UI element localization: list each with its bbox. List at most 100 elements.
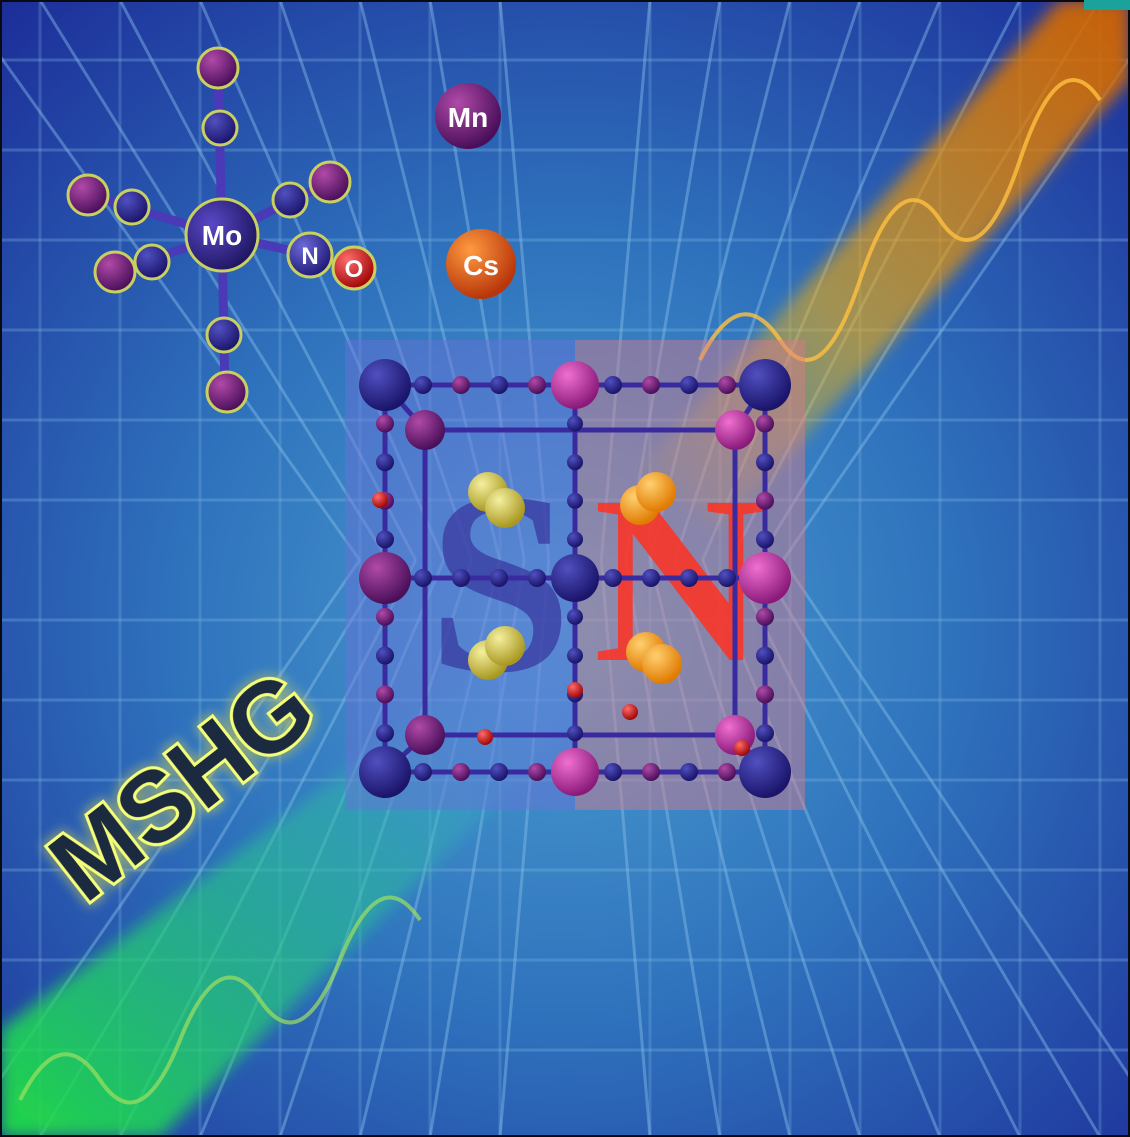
- grid-line: [278, 0, 474, 561]
- grid-line: [118, 0, 418, 561]
- green-light-beam: [0, 640, 600, 1137]
- lattice-atom: [567, 454, 583, 471]
- lattice-atom: [376, 685, 394, 704]
- lattice-atom: [718, 763, 736, 781]
- lattice-atom: [567, 682, 583, 698]
- lattice-atom: [642, 569, 660, 587]
- lattice-atom: [715, 410, 755, 450]
- o-atom: [331, 245, 377, 291]
- lattice-atom: [734, 740, 750, 756]
- corner-tab: [1084, 0, 1130, 10]
- grid-line: [38, 0, 390, 561]
- grid-line: [757, 559, 1102, 1137]
- n-atom: [286, 231, 334, 279]
- lattice-atom: [636, 472, 676, 512]
- lattice-atom: [680, 376, 698, 394]
- lattice-atom: [642, 763, 660, 781]
- lattice-atom: [490, 763, 508, 781]
- cs-label: Cs: [463, 250, 499, 281]
- lattice-atom: [414, 376, 432, 394]
- lattice-atom: [567, 492, 583, 509]
- mo-complex-molecule: Mo N O: [66, 46, 377, 414]
- lattice-atom: [622, 704, 638, 720]
- grid-line: [498, 0, 551, 561]
- lattice-atom: [551, 361, 599, 409]
- lattice-atom: [485, 488, 525, 528]
- grid-line: [701, 559, 942, 1137]
- grid-line: [599, 559, 652, 1137]
- lattice-atom: [680, 569, 698, 587]
- lattice-atom: [756, 453, 774, 472]
- lattice-atom: [567, 531, 583, 548]
- lattice-atom: [376, 724, 394, 743]
- lattice-atom: [642, 376, 660, 394]
- grid-line: [782, 559, 1130, 1081]
- lattice-atom: [376, 453, 394, 472]
- lattice-atom: [642, 644, 682, 684]
- mo-atom: [184, 197, 260, 273]
- lattice-atom: [405, 715, 445, 755]
- lattice-atom: [376, 607, 394, 626]
- green-wave: [18, 895, 422, 1105]
- lattice-atom: [756, 491, 774, 510]
- lattice-atom: [756, 685, 774, 704]
- lattice-atom: [372, 492, 388, 508]
- lattice-atom: [756, 607, 774, 626]
- mn-label: Mn: [448, 102, 488, 133]
- lattice-atom: [567, 608, 583, 625]
- grid-line: [624, 0, 722, 561]
- lattice-atom: [359, 746, 411, 798]
- orange-wave: [698, 78, 1102, 362]
- lattice-atom: [718, 569, 736, 587]
- lattice-atom: [551, 748, 599, 796]
- lattice-atom: [567, 647, 583, 664]
- lattice-atom: [604, 569, 622, 587]
- lattice-atom: [452, 569, 470, 587]
- lattice-atom: [604, 376, 622, 394]
- lattice-atom: [739, 746, 791, 798]
- lattice-atom: [359, 359, 411, 411]
- grid-line: [0, 53, 361, 561]
- lattice-atom: [528, 569, 546, 587]
- lattice-atom: [452, 376, 470, 394]
- lattice-atom: [452, 763, 470, 781]
- lattice-atom: [414, 569, 432, 587]
- lattice-atom: [567, 725, 583, 742]
- lattice-atom: [359, 552, 411, 604]
- grid-line: [198, 0, 446, 561]
- lattice-atom: [718, 376, 736, 394]
- lattice-atom: [551, 554, 599, 602]
- lattice-atom: [739, 359, 791, 411]
- lattice-atom: [490, 569, 508, 587]
- grid-line: [673, 559, 862, 1137]
- grid-line: [729, 559, 1022, 1137]
- lattice-atom: [756, 646, 774, 665]
- lattice-atom: [376, 646, 394, 665]
- lattice-atom: [528, 763, 546, 781]
- mo-label: Mo: [202, 220, 242, 251]
- lattice-atom: [604, 763, 622, 781]
- mn-legend-atom: Mn: [435, 83, 501, 149]
- lattice-atom: [567, 415, 583, 432]
- lattice-atom: [490, 376, 508, 394]
- lattice-atom: [485, 626, 525, 666]
- n-label: N: [301, 243, 318, 270]
- lattice-atom: [680, 763, 698, 781]
- crystal-unit-cell: S N: [345, 340, 805, 810]
- lattice-atom: [376, 530, 394, 549]
- grid-line: [599, 0, 652, 561]
- o-label: O: [345, 256, 364, 283]
- lattice-atom: [739, 552, 791, 604]
- grid-line: [358, 0, 502, 561]
- cs-legend-atom: Cs: [446, 229, 516, 299]
- lattice-atom: [376, 414, 394, 433]
- lattice-atom: [477, 729, 493, 745]
- lattice-atom: [414, 763, 432, 781]
- lattice-atom: [756, 724, 774, 743]
- lattice-atom: [528, 376, 546, 394]
- lattice-atom: [405, 410, 445, 450]
- lattice-atom: [756, 414, 774, 433]
- lattice-atom: [756, 530, 774, 549]
